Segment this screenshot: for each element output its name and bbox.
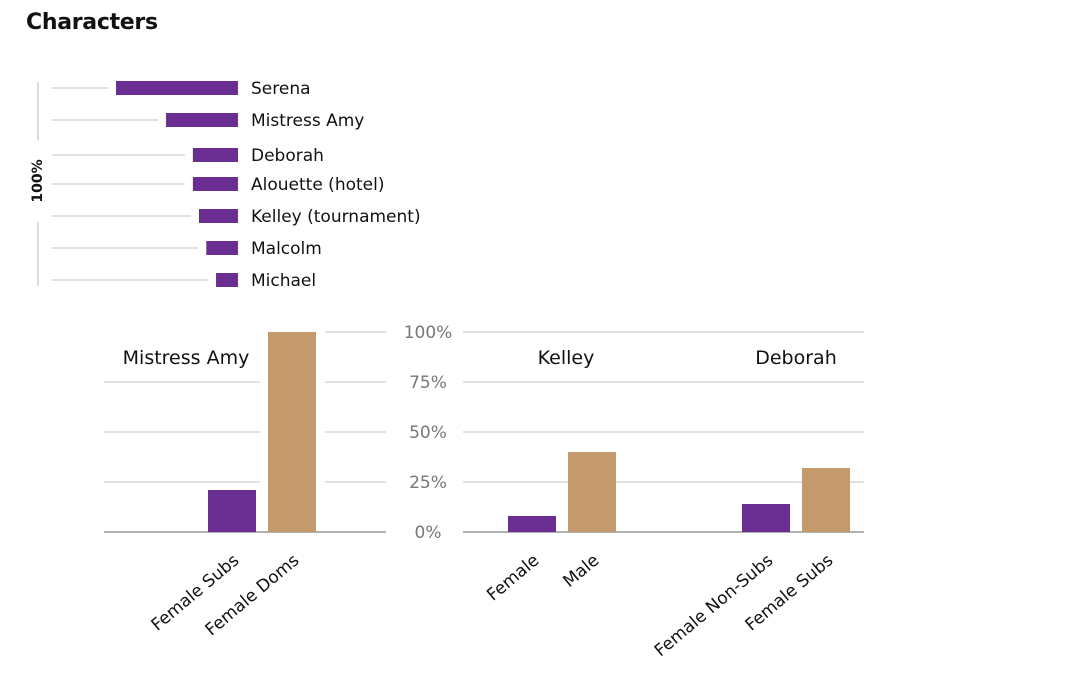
h-bar [216, 273, 238, 287]
h-axis-label: 100% [30, 159, 46, 202]
bar [742, 504, 790, 532]
h-category-label: Kelley (tournament) [251, 207, 421, 227]
h-bar [192, 148, 238, 162]
h-category-label: Mistress Amy [251, 111, 364, 131]
y-tick-label: 75% [409, 373, 447, 393]
h-category-label: Deborah [251, 146, 324, 166]
bar [568, 452, 616, 532]
h-bar [166, 113, 238, 127]
page-title: Characters [26, 10, 158, 35]
x-category-label: Female [483, 551, 543, 606]
bar [208, 490, 256, 532]
h-category-label: Malcolm [251, 239, 322, 259]
bar [508, 516, 556, 532]
bar [802, 468, 850, 532]
h-category-label: Serena [251, 79, 311, 99]
h-category-label: Alouette (hotel) [251, 175, 384, 195]
y-tick-label: 50% [409, 423, 447, 443]
h-bar [116, 81, 238, 95]
y-tick-label: 100% [404, 323, 453, 343]
h-bar [198, 209, 238, 223]
y-tick-label: 25% [409, 473, 447, 493]
bar [268, 332, 316, 532]
panel-title: Mistress Amy [123, 347, 250, 369]
panel-title: Deborah [755, 347, 837, 369]
h-category-label: Michael [251, 271, 316, 291]
x-category-label: Male [560, 551, 604, 592]
h-bar [192, 177, 238, 191]
panel-title: Kelley [538, 347, 595, 369]
h-bar [206, 241, 238, 255]
y-tick-label: 0% [415, 523, 442, 543]
